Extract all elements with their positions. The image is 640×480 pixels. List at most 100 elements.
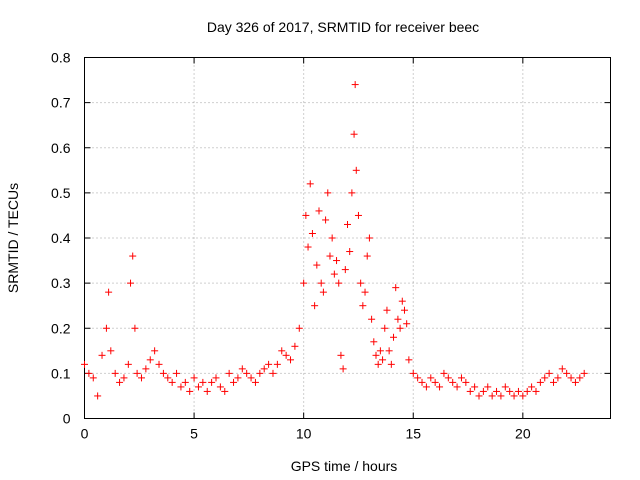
data-point [545,369,553,377]
data-point [350,130,358,138]
data-point [322,216,330,224]
data-point [403,320,411,328]
data-point [151,347,159,355]
data-point [497,392,505,400]
data-point [361,288,369,296]
data-point [164,374,172,382]
data-point [107,347,115,355]
data-point [216,383,224,391]
data-point [89,374,97,382]
data-point [514,387,522,395]
y-tick-label: 0.7 [51,95,71,111]
data-point [341,266,349,274]
points [81,81,588,400]
data-point [111,369,119,377]
y-axis-label: SRMTID / TECUs [5,183,21,293]
data-point [335,279,343,287]
data-point [567,374,575,382]
y-tick-label: 0.2 [51,320,71,336]
data-point [287,356,295,364]
data-point [324,189,332,197]
data-point [453,383,461,391]
data-point [105,288,113,296]
data-point [422,383,430,391]
data-point [131,324,139,332]
data-point [363,252,371,260]
data-point [273,360,281,368]
data-point [488,392,496,400]
data-point [381,324,389,332]
data-point [328,234,336,242]
data-point [385,347,393,355]
data-point [81,360,88,368]
data-point [116,378,124,386]
data-point [390,333,398,341]
data-point [282,351,290,359]
x-tick-label: 20 [515,426,531,442]
data-point [541,374,549,382]
data-point [129,252,137,260]
data-point [400,306,408,314]
data-point [398,297,406,305]
data-point [278,347,286,355]
data-point [352,166,360,174]
data-point [444,374,452,382]
data-point [339,365,347,373]
data-point [173,369,181,377]
data-point [265,360,273,368]
data-point [181,378,189,386]
data-point [199,378,207,386]
data-point [306,180,314,188]
data-point [159,369,167,377]
data-point [146,356,154,364]
data-point [212,374,220,382]
data-point [571,378,579,386]
data-point [471,383,479,391]
data-point [304,243,312,251]
chart-title: Day 326 of 2017, SRMTID for receiver bee… [207,19,479,35]
data-point [311,302,319,310]
data-point [370,338,378,346]
data-point [523,387,531,395]
data-point [576,374,584,382]
data-point [379,356,387,364]
data-point [563,369,571,377]
data-point [186,387,194,395]
data-point [506,387,514,395]
data-point [190,374,198,382]
data-point [396,324,404,332]
data-point [225,369,233,377]
data-point [98,351,106,359]
data-point [532,387,540,395]
data-point [346,248,354,256]
data-point [177,383,185,391]
y-tick-label: 0.6 [51,140,71,156]
data-point [308,229,316,237]
data-point [168,378,176,386]
data-point [431,378,439,386]
data-point [359,302,367,310]
data-point [300,279,308,287]
data-point [247,374,255,382]
data-point [436,383,444,391]
y-tick-label: 0.8 [51,50,71,66]
data-point [330,270,338,278]
data-point [394,315,402,323]
data-point [85,369,93,377]
data-point [536,378,544,386]
data-point [580,369,588,377]
data-point [440,369,448,377]
data-point [251,378,259,386]
data-point [372,351,380,359]
data-point [475,392,483,400]
data-point [234,374,242,382]
data-point [409,369,417,377]
data-point [351,81,359,89]
y-tick-label: 0.1 [51,365,71,381]
data-point [554,374,562,382]
data-point [501,383,509,391]
data-point [238,365,246,373]
data-point [137,374,145,382]
plot-border [84,57,611,419]
data-point [230,378,238,386]
